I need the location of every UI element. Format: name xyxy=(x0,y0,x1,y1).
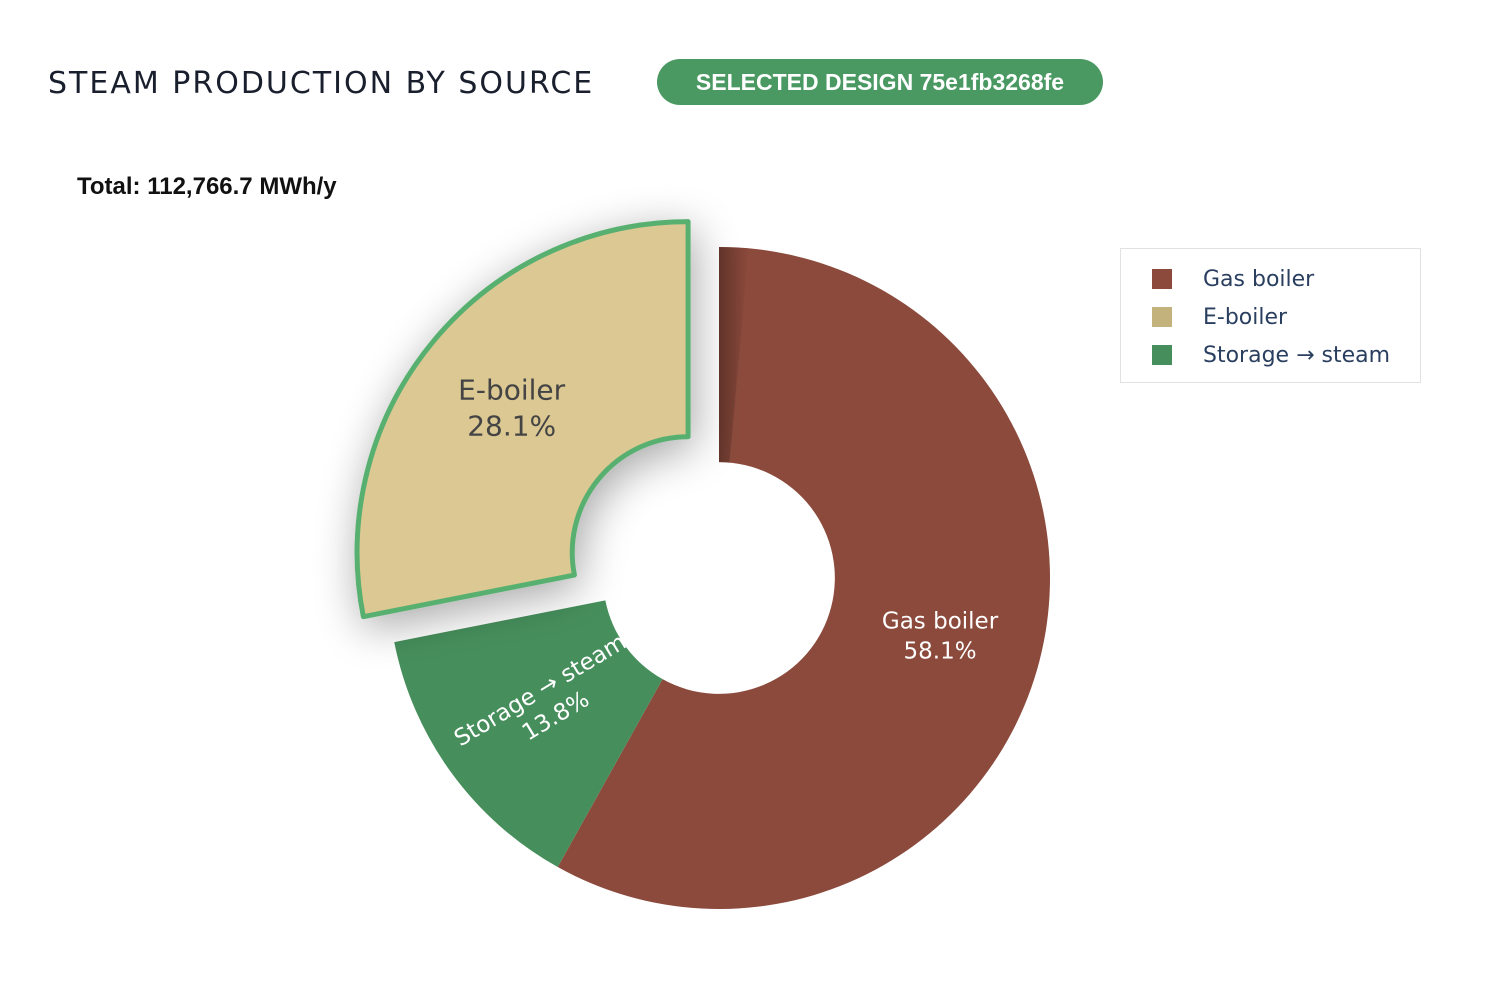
slice-gas-boiler[interactable] xyxy=(557,247,1050,909)
legend-item-storage-steam[interactable]: Storage → steam xyxy=(1152,340,1390,370)
legend-swatch-storage-steam xyxy=(1152,345,1172,365)
slice-edge-shading xyxy=(719,247,749,463)
slice-e-boiler[interactable] xyxy=(354,219,691,620)
slice-storage-steam[interactable] xyxy=(394,600,663,868)
legend-item-e-boiler[interactable]: E-boiler xyxy=(1152,302,1287,332)
chart-legend: Gas boiler E-boiler Storage → steam xyxy=(1120,248,1421,383)
legend-label-gas-boiler: Gas boiler xyxy=(1203,266,1315,292)
legend-label-e-boiler: E-boiler xyxy=(1203,304,1288,330)
slice-name-e-boiler: E-boiler xyxy=(458,373,565,406)
slice-name-gas-boiler: Gas boiler xyxy=(882,609,999,635)
slice-percent-e-boiler: 28.1% xyxy=(467,409,556,442)
slice-label-gas-boiler: Gas boiler 58.1% xyxy=(882,609,999,665)
selected-design-badge: SELECTED DESIGN 75e1fb3268fe xyxy=(657,59,1103,105)
legend-item-gas-boiler[interactable]: Gas boiler xyxy=(1152,264,1314,294)
chart-title: STEAM PRODUCTION BY SOURCE xyxy=(48,66,595,101)
legend-swatch-e-boiler xyxy=(1152,307,1172,327)
total-label: Total: 112,766.7 MWh/y xyxy=(77,173,337,200)
slice-percent-gas-boiler: 58.1% xyxy=(903,639,976,665)
legend-swatch-gas-boiler xyxy=(1152,269,1172,289)
legend-label-storage-steam: Storage → steam xyxy=(1203,342,1391,368)
